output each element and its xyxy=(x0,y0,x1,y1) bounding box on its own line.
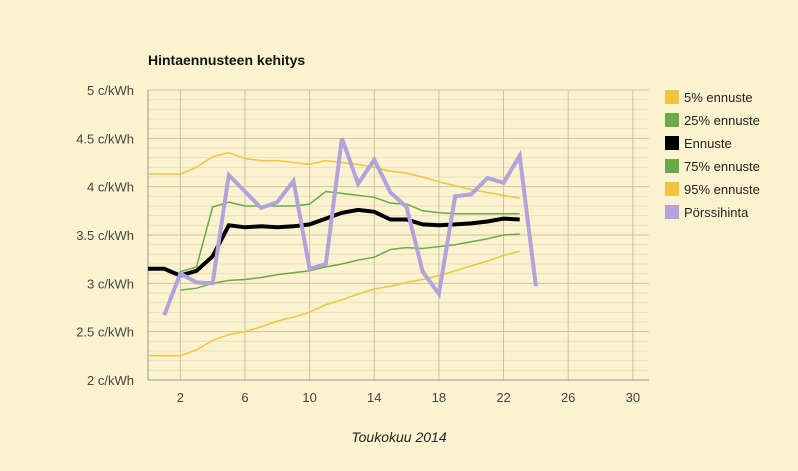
y-tick-label: 3.5 c/kWh xyxy=(76,228,134,243)
y-tick-label: 4 c/kWh xyxy=(87,180,134,195)
plot-grid xyxy=(147,89,649,381)
legend-item[interactable]: 95% ennuste xyxy=(665,182,760,197)
series-line-1 xyxy=(180,233,520,291)
y-tick-label: 5 c/kWh xyxy=(87,83,134,98)
y-axis: 2 c/kWh 2.5 c/kWh 3 c/kWh 3.5 c/kWh 4 c/kWh 4… xyxy=(76,83,134,388)
series-line-5 xyxy=(162,137,538,316)
x-tick-label: 2 xyxy=(177,390,184,405)
legend-swatch xyxy=(665,90,679,104)
series-line-4 xyxy=(148,152,520,200)
legend-label: Pörssihinta xyxy=(684,205,749,220)
legend-item[interactable]: Pörssihinta xyxy=(665,205,749,220)
legend-item[interactable]: Ennuste xyxy=(665,136,732,151)
legend-label: 25% ennuste xyxy=(684,113,760,128)
x-tick-label: 26 xyxy=(561,390,575,405)
x-tick-label: 18 xyxy=(432,390,446,405)
legend-swatch xyxy=(665,159,679,173)
plot-series xyxy=(148,137,538,357)
series-line-0 xyxy=(148,250,520,357)
x-tick-label: 10 xyxy=(302,390,316,405)
legend-swatch xyxy=(665,136,679,150)
legend-swatch xyxy=(665,113,679,127)
legend-label: 95% ennuste xyxy=(684,182,760,197)
legend[interactable]: 5% ennuste 25% ennuste Ennuste 75% ennuste 9… xyxy=(665,90,760,220)
x-tick-label: 22 xyxy=(496,390,510,405)
legend-item[interactable]: 75% ennuste xyxy=(665,159,760,174)
x-tick-label: 14 xyxy=(367,390,381,405)
y-tick-label: 2 c/kWh xyxy=(87,373,134,388)
legend-label: 75% ennuste xyxy=(684,159,760,174)
y-tick-label: 2.5 c/kWh xyxy=(76,325,134,340)
legend-item[interactable]: 5% ennuste xyxy=(665,90,753,105)
chart-title: Hintaennusteen kehitys xyxy=(148,52,305,68)
y-tick-label: 3 c/kWh xyxy=(87,276,134,291)
series-line-3 xyxy=(180,190,520,273)
y-tick-label: 4.5 c/kWh xyxy=(76,131,134,146)
legend-item[interactable]: 25% ennuste xyxy=(665,113,760,128)
legend-label: 5% ennuste xyxy=(684,90,753,105)
legend-label: Ennuste xyxy=(684,136,732,151)
x-tick-label: 30 xyxy=(626,390,640,405)
x-axis: 2 6 10 14 18 22 26 30 xyxy=(177,390,640,405)
x-axis-title: Toukokuu 2014 xyxy=(351,429,446,445)
x-tick-label: 6 xyxy=(241,390,248,405)
legend-swatch xyxy=(665,182,679,196)
legend-swatch xyxy=(665,205,679,219)
